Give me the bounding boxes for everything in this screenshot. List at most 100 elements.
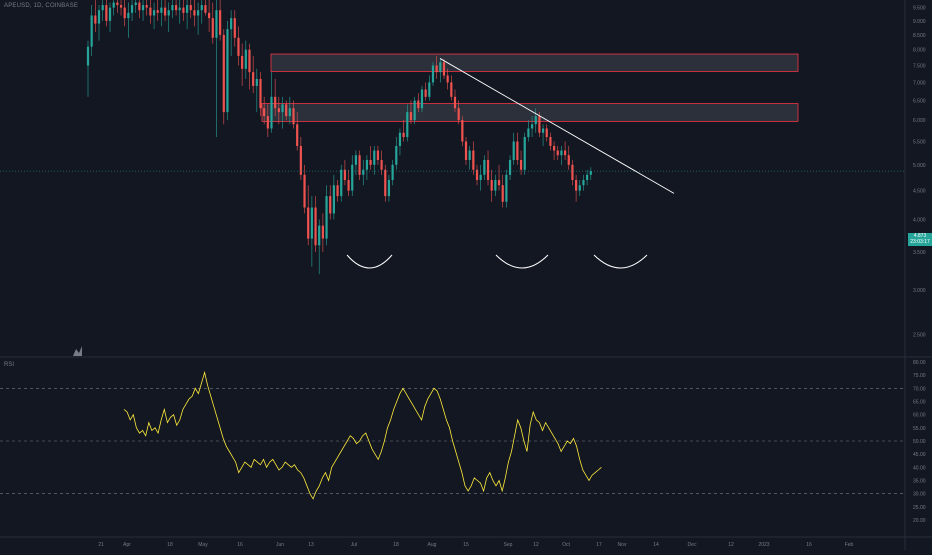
time-tick-label: Jun: [276, 542, 284, 548]
candle-body: [226, 29, 229, 113]
candle-body: [586, 174, 589, 180]
tradingview-logo-icon: [73, 346, 82, 356]
price-tick-label: 8.000: [913, 48, 926, 54]
time-tick-label: 16: [806, 542, 812, 548]
candle-body: [552, 145, 556, 151]
rsi-tick-label: 55.00: [913, 426, 926, 432]
candle-body: [215, 10, 218, 38]
candle-body: [248, 49, 251, 73]
candle-body: [145, 5, 148, 8]
candle-body: [486, 159, 490, 180]
candle-body: [244, 49, 247, 69]
candle-body: [141, 5, 145, 11]
time-tick-label: 13: [308, 542, 314, 548]
candle-body: [171, 5, 174, 11]
candle-body: [453, 96, 457, 109]
candle-body: [530, 124, 534, 129]
candle-body: [358, 155, 361, 175]
price-tick-label: 4.000: [913, 217, 926, 223]
price-tick-label: 9.000: [913, 19, 926, 25]
rsi-tick-label: 50.00: [913, 439, 926, 445]
candle-body: [424, 89, 427, 97]
candle-body: [94, 15, 97, 24]
candle-body: [420, 89, 424, 109]
candle-body: [497, 179, 501, 186]
candle-body: [252, 72, 255, 86]
price-axis-ticks: 9.500 9.000 8.500 8.000 7.500 7.000 6.500 6.000…: [913, 6, 926, 339]
candle-body: [318, 225, 321, 246]
candle-body: [285, 104, 288, 117]
candle-body: [189, 5, 192, 11]
last-price-countdown: 23:03:17: [910, 239, 930, 245]
candle-body: [564, 150, 567, 156]
candle-body: [567, 155, 570, 165]
rsi-tick-label: 40.00: [913, 465, 926, 471]
rounded-bottom-arc: [495, 254, 549, 269]
candle-body: [332, 185, 335, 214]
candle-body: [556, 150, 559, 156]
candle-body: [406, 112, 409, 138]
candle-body: [398, 132, 402, 146]
time-tick-label: 2023: [758, 542, 769, 548]
candle-body: [336, 185, 339, 197]
candle-body: [237, 37, 240, 56]
candle-body: [105, 5, 108, 21]
candle-body: [508, 159, 512, 175]
candle-body: [182, 7, 185, 13]
candle-body: [446, 75, 449, 83]
candle-body: [230, 18, 233, 30]
candle-body: [266, 116, 269, 129]
candle-body: [395, 145, 398, 165]
candle-body: [589, 171, 592, 175]
time-tick-label: Nov: [618, 542, 627, 548]
candle-body: [428, 82, 431, 97]
price-tick-label: 3.000: [913, 288, 926, 294]
candle-body: [193, 10, 196, 16]
candle-body: [384, 169, 387, 197]
candle-body: [112, 2, 115, 8]
price-tick-label: 5.000: [913, 163, 926, 169]
candle-body: [167, 10, 170, 16]
price-tick-label: 6.500: [913, 99, 926, 105]
candle-body: [255, 78, 258, 86]
rsi-tick-label: 30.00: [913, 492, 926, 498]
candle-body: [439, 62, 442, 73]
candle-body: [123, 7, 126, 19]
price-tick-label: 7.500: [913, 64, 926, 70]
candle-body: [472, 150, 475, 170]
time-tick-label: 18: [393, 542, 399, 548]
rsi-tick-label: 20.00: [913, 518, 926, 524]
price-tick-label: 9.500: [913, 6, 926, 12]
candle-body: [130, 5, 134, 13]
candle-body: [541, 128, 545, 133]
rsi-tick-label: 60.00: [913, 413, 926, 419]
candle-body: [185, 5, 189, 13]
candle-body: [391, 164, 394, 180]
candle-body: [274, 96, 277, 109]
candle-body: [200, 5, 203, 11]
candle-body: [413, 100, 416, 121]
candle-body: [270, 96, 273, 129]
candle-body: [127, 12, 130, 19]
candle-body: [523, 137, 526, 170]
candle-body: [376, 150, 380, 160]
candle-body: [538, 116, 541, 133]
rounded-bottom-arc: [593, 254, 648, 269]
rsi-axis-ticks: 80.00 75.00 70.00 65.00 60.00 55.00 50.00 45.00…: [913, 360, 926, 524]
candle-body: [156, 10, 159, 13]
candle-body: [197, 10, 200, 16]
candle-body: [362, 169, 365, 175]
candle-body: [387, 179, 391, 197]
candle-body: [354, 155, 358, 165]
price-tick-label: 2.500: [913, 333, 926, 339]
resistance-zone: [270, 53, 799, 72]
resistance-zone: [261, 103, 799, 122]
candle-body: [277, 108, 280, 113]
candle-body: [351, 164, 354, 191]
candle-body: [211, 18, 214, 38]
candle-body: [119, 5, 123, 8]
candle-body: [442, 62, 446, 76]
candle-body: [501, 185, 504, 202]
